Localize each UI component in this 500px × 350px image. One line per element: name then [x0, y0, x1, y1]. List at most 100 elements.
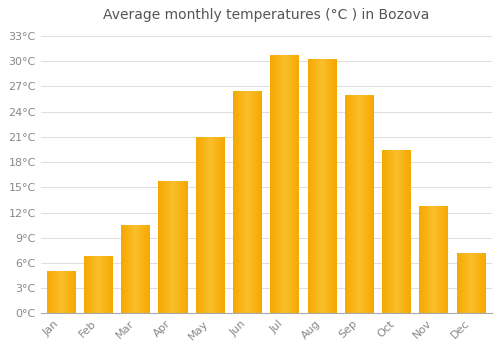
Bar: [386, 149, 387, 313]
Bar: [259, 91, 260, 313]
Bar: [169, 181, 170, 313]
Bar: [251, 91, 252, 313]
Bar: [481, 253, 482, 313]
Bar: [202, 137, 203, 313]
Bar: [296, 55, 297, 313]
Bar: [108, 256, 109, 313]
Bar: [165, 181, 166, 313]
Bar: [294, 55, 296, 313]
Bar: [135, 225, 136, 313]
Bar: [432, 206, 433, 313]
Bar: [128, 225, 129, 313]
Bar: [388, 149, 389, 313]
Bar: [395, 149, 396, 313]
Bar: [48, 271, 49, 313]
Bar: [178, 181, 179, 313]
Bar: [237, 91, 238, 313]
Bar: [324, 59, 325, 313]
Bar: [90, 256, 91, 313]
Bar: [476, 253, 477, 313]
Bar: [107, 256, 108, 313]
Bar: [167, 181, 168, 313]
Bar: [292, 55, 293, 313]
Bar: [104, 256, 105, 313]
Bar: [220, 137, 222, 313]
Bar: [314, 59, 315, 313]
Bar: [370, 95, 371, 313]
Bar: [428, 206, 430, 313]
Bar: [353, 95, 354, 313]
Bar: [421, 206, 422, 313]
Bar: [420, 206, 421, 313]
Bar: [297, 55, 298, 313]
Bar: [283, 55, 284, 313]
Bar: [315, 59, 316, 313]
Bar: [331, 59, 332, 313]
Bar: [356, 95, 357, 313]
Bar: [174, 181, 175, 313]
Bar: [240, 91, 241, 313]
Bar: [441, 206, 442, 313]
Bar: [202, 137, 203, 313]
Bar: [318, 59, 319, 313]
Bar: [96, 256, 98, 313]
Bar: [351, 95, 352, 313]
Bar: [462, 253, 463, 313]
Bar: [279, 55, 280, 313]
Title: Average monthly temperatures (°C ) in Bozova: Average monthly temperatures (°C ) in Bo…: [103, 8, 430, 22]
Bar: [144, 225, 145, 313]
Bar: [243, 91, 244, 313]
Bar: [445, 206, 446, 313]
Bar: [285, 55, 286, 313]
Bar: [485, 253, 486, 313]
Bar: [287, 55, 288, 313]
Bar: [106, 256, 107, 313]
Bar: [201, 137, 202, 313]
Bar: [219, 137, 220, 313]
Bar: [66, 271, 67, 313]
Bar: [174, 181, 176, 313]
Bar: [137, 225, 138, 313]
Bar: [357, 95, 358, 313]
Bar: [94, 256, 95, 313]
Bar: [466, 253, 467, 313]
Bar: [474, 253, 476, 313]
Bar: [334, 59, 335, 313]
Bar: [223, 137, 224, 313]
Bar: [291, 55, 292, 313]
Bar: [468, 253, 469, 313]
Bar: [298, 55, 299, 313]
Bar: [429, 206, 430, 313]
Bar: [458, 253, 459, 313]
Bar: [346, 95, 347, 313]
Bar: [473, 253, 474, 313]
Bar: [483, 253, 484, 313]
Bar: [365, 95, 366, 313]
Bar: [408, 149, 409, 313]
Bar: [425, 206, 426, 313]
Bar: [214, 137, 215, 313]
Bar: [438, 206, 439, 313]
Bar: [122, 225, 123, 313]
Bar: [176, 181, 177, 313]
Bar: [245, 91, 246, 313]
Bar: [60, 271, 61, 313]
Bar: [168, 181, 169, 313]
Bar: [317, 59, 318, 313]
Bar: [430, 206, 431, 313]
Bar: [330, 59, 331, 313]
Bar: [366, 95, 367, 313]
Bar: [350, 95, 352, 313]
Bar: [313, 59, 314, 313]
Bar: [280, 55, 281, 313]
Bar: [270, 55, 271, 313]
Bar: [50, 271, 51, 313]
Bar: [130, 225, 131, 313]
Bar: [409, 149, 410, 313]
Bar: [284, 55, 285, 313]
Bar: [393, 149, 394, 313]
Bar: [85, 256, 86, 313]
Bar: [123, 225, 124, 313]
Bar: [439, 206, 440, 313]
Bar: [254, 91, 255, 313]
